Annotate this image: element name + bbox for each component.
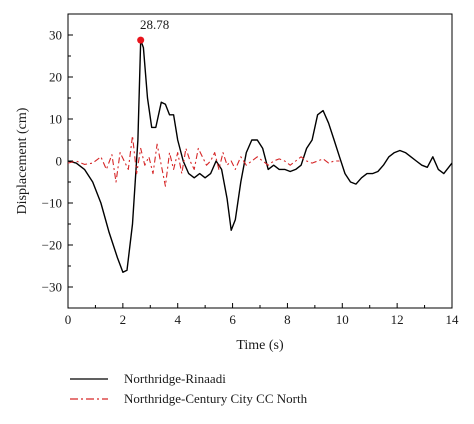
- x-tick-label-0: 0: [65, 312, 72, 327]
- peak-label: 28.78: [140, 17, 169, 32]
- x-tick-label-1: 2: [120, 312, 127, 327]
- y-axis-label: Displacement (cm): [15, 107, 30, 214]
- y-tick-label-2: 10: [49, 112, 62, 127]
- legend-label-century-city: Northridge-Century City CC North: [124, 391, 308, 406]
- y-tick-label-4: −10: [42, 196, 62, 211]
- y-tick-label-3: 0: [56, 154, 63, 169]
- plot-frame: [67, 13, 453, 309]
- x-tick-label-3: 6: [229, 312, 236, 327]
- legend-label-rinaadi: Northridge-Rinaadi: [124, 371, 226, 386]
- x-axis-label: Time (s): [236, 338, 284, 353]
- legend: Northridge-Rinaadi Northridge-Century Ci…: [70, 371, 308, 406]
- x-tick-label-2: 4: [174, 312, 181, 327]
- series-line-0: [67, 39, 453, 273]
- y-tick-label-5: −20: [42, 238, 62, 253]
- peak-marker: [137, 36, 145, 44]
- x-tick-label-6: 12: [391, 312, 404, 327]
- y-axis: 30 20 10 0 −10 −20 −30: [42, 13, 73, 309]
- x-tick-label-4: 8: [284, 312, 291, 327]
- y-tick-label-0: 30: [49, 28, 62, 43]
- x-axis: 0 2 4 6 8 10 12 14: [65, 303, 459, 327]
- y-tick-label-6: −30: [42, 280, 62, 295]
- x-tick-label-5: 10: [336, 312, 349, 327]
- x-tick-label-7: 14: [446, 312, 460, 327]
- annotation-layer: 28.78: [137, 17, 169, 44]
- series-line-1: [67, 135, 340, 187]
- y-tick-label-1: 20: [49, 70, 62, 85]
- series-layer: [67, 39, 453, 273]
